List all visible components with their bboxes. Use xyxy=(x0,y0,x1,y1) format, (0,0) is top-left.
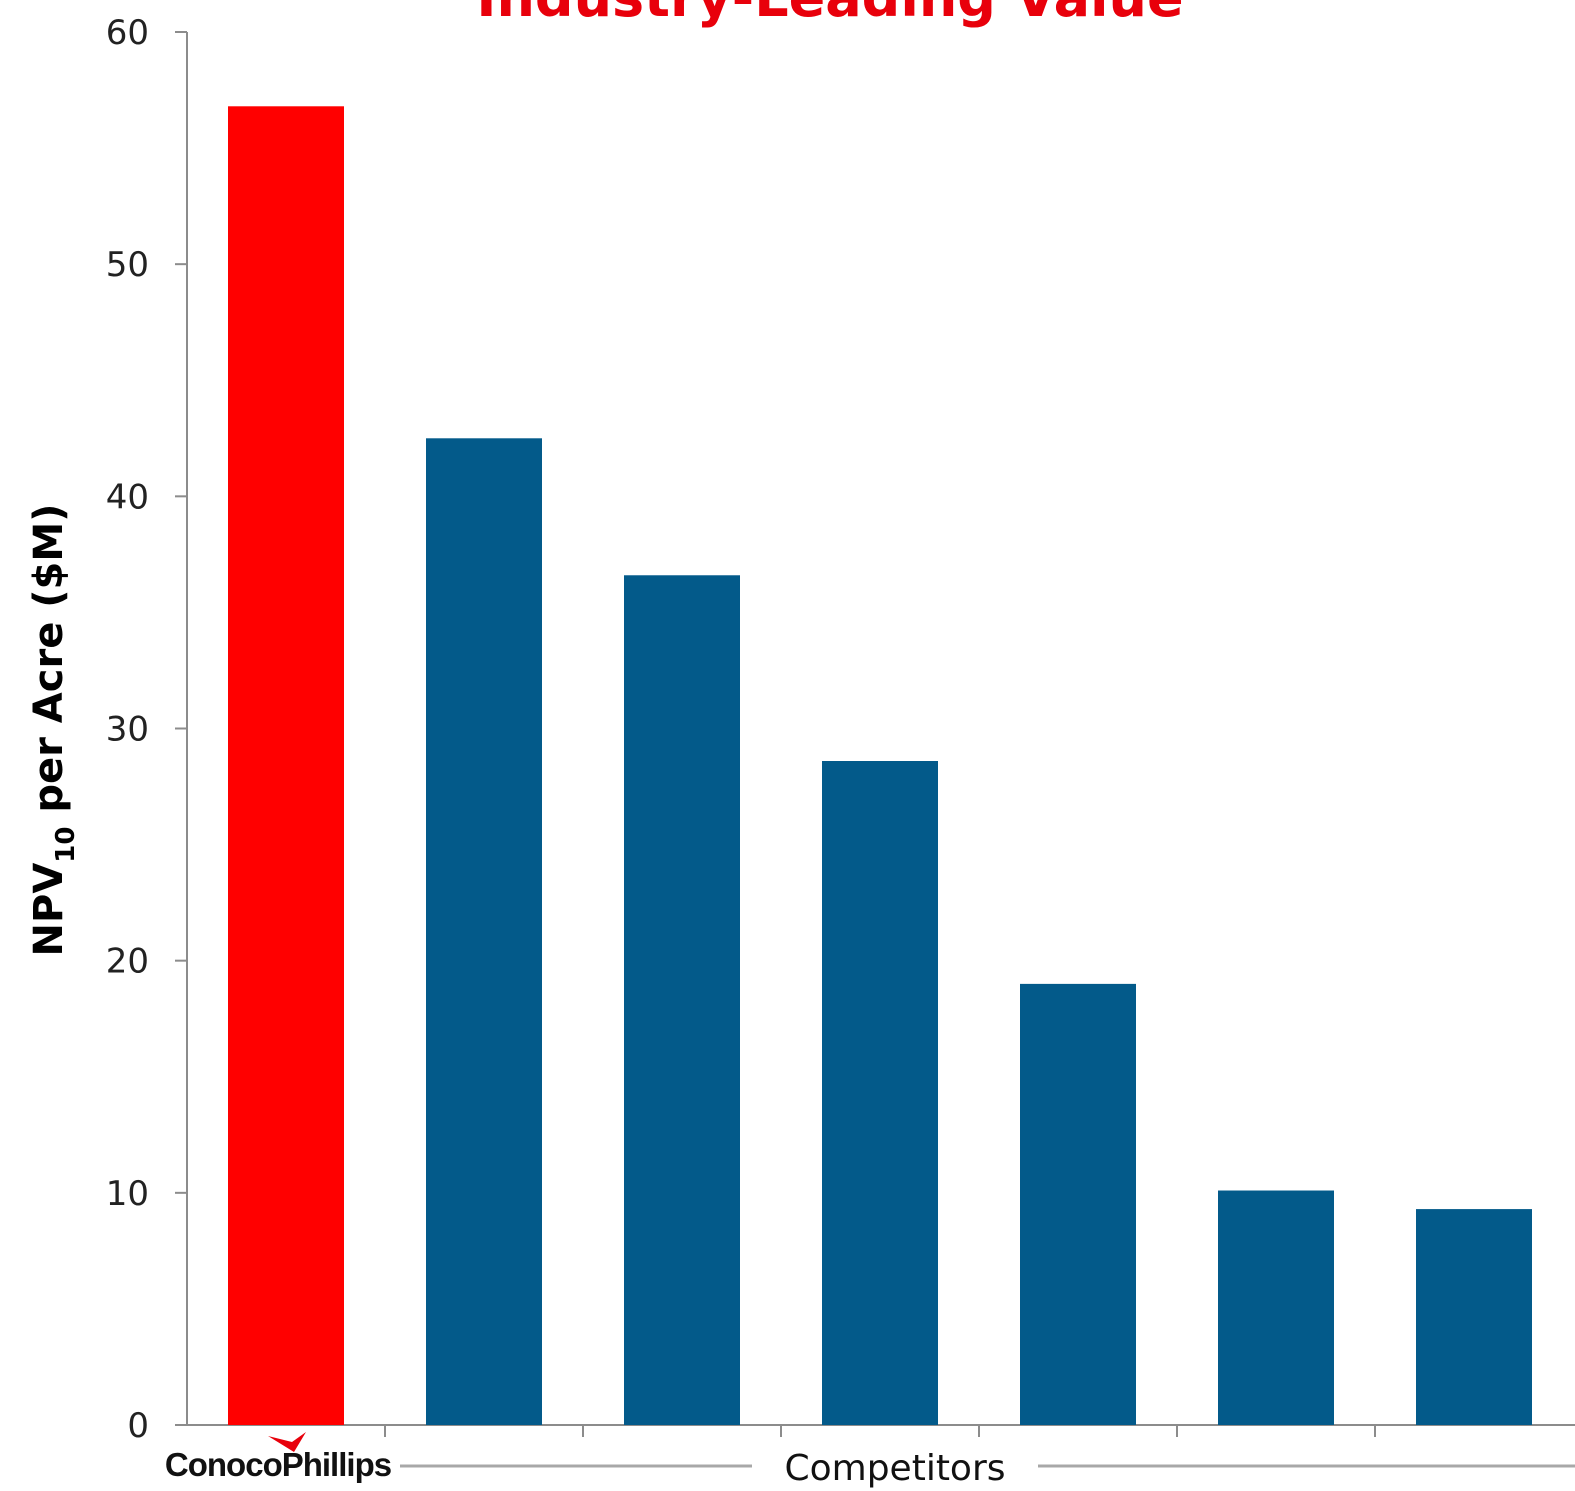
y-tick-label: 20 xyxy=(106,942,149,982)
y-axis-label: NPV10 per Acre ($M) xyxy=(26,504,81,957)
y-tick-label: 50 xyxy=(106,245,149,285)
y-axis-ticks: 0 10 20 30 40 50 60 xyxy=(106,13,187,1446)
y-axis-label-main: NPV xyxy=(26,863,72,957)
y-axis-label-subscript: 10 xyxy=(51,827,81,863)
y-tick-label: 60 xyxy=(106,13,149,53)
competitors-bracket: Competitors xyxy=(400,1448,1575,1489)
y-tick-label: 30 xyxy=(106,710,149,750)
bar-competitor-4 xyxy=(1020,983,1136,1425)
y-tick-label: 40 xyxy=(106,477,149,517)
bar-competitor-3 xyxy=(822,761,938,1425)
logo-swoosh-icon xyxy=(268,1432,306,1452)
company-label: ConocoPhillips xyxy=(165,1446,391,1483)
y-tick-label: 0 xyxy=(127,1406,149,1446)
competitors-label: Competitors xyxy=(784,1448,1005,1489)
bar-conocophillips xyxy=(228,106,344,1425)
bar-competitor-5 xyxy=(1218,1190,1334,1425)
chart-title: Industry-Leading Value xyxy=(476,0,1183,29)
y-tick-label: 10 xyxy=(106,1174,149,1214)
conocophillips-logo: ConocoPhillips xyxy=(165,1432,392,1483)
y-axis-label-rest: per Acre ($M) xyxy=(26,504,72,827)
x-axis-ticks xyxy=(384,1425,1376,1437)
bars-group xyxy=(228,106,1532,1426)
bar-competitor-6 xyxy=(1416,1209,1532,1425)
bar-competitor-2 xyxy=(624,575,740,1425)
bar-competitor-1 xyxy=(426,438,542,1426)
